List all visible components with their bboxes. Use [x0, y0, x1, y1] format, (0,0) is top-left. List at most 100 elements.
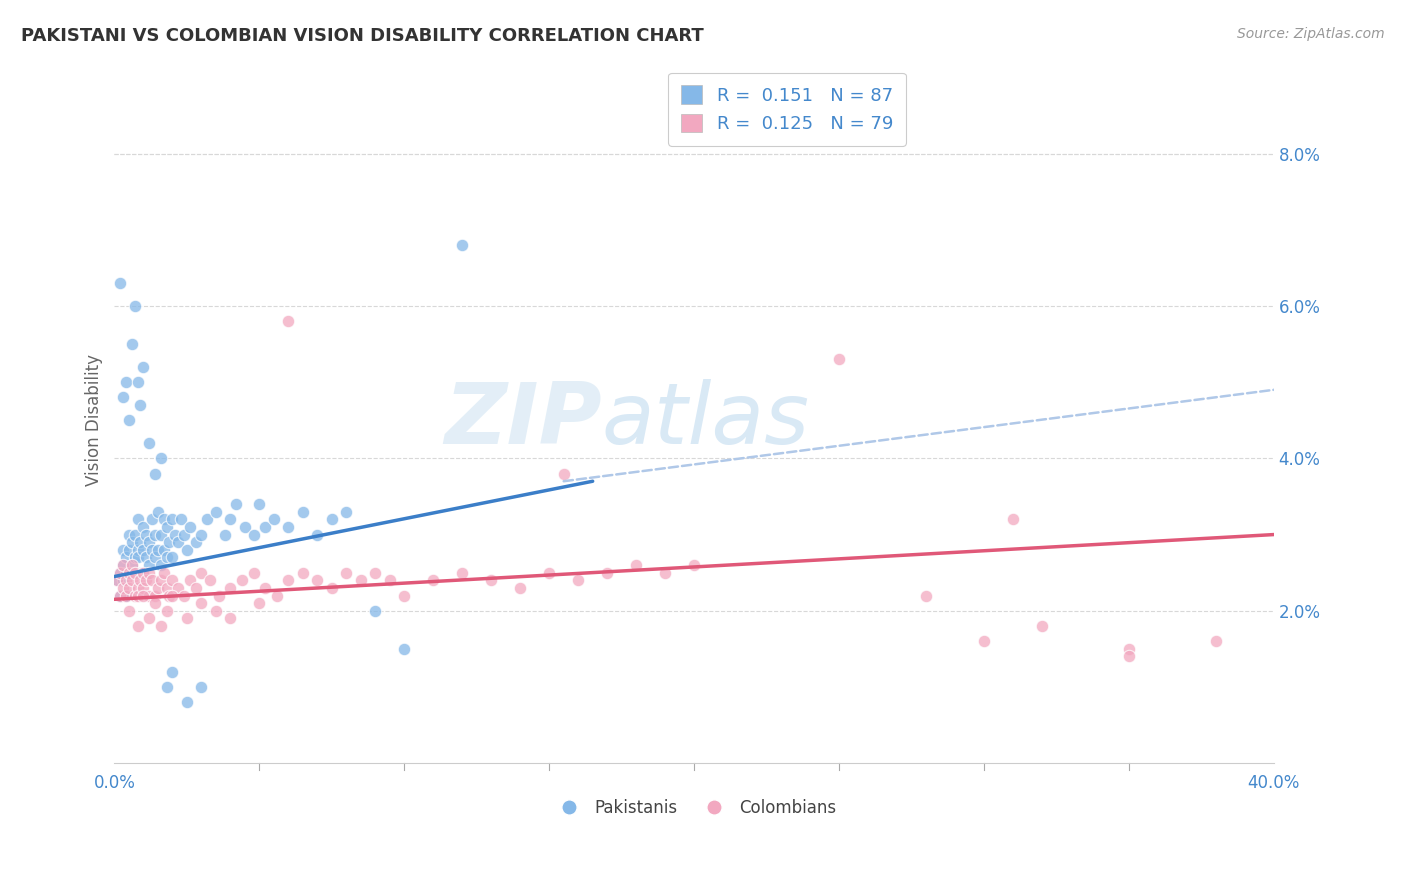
Point [108, 589, 131, 603]
Point [915, 589, 938, 603]
Point [118, 566, 141, 580]
Point [124, 566, 146, 580]
Point [173, 589, 195, 603]
Point [135, 550, 157, 565]
Point [422, 574, 444, 588]
Point [321, 512, 343, 526]
Point [143, 596, 166, 610]
Point [118, 542, 141, 557]
Point [335, 566, 357, 580]
Point [127, 619, 149, 633]
Point [509, 581, 531, 595]
Point [115, 566, 138, 580]
Point [233, 520, 256, 534]
Point [115, 375, 138, 389]
Point [307, 527, 329, 541]
Point [124, 589, 146, 603]
Point [127, 375, 149, 389]
Point [146, 542, 169, 557]
Point [176, 695, 198, 709]
Point [973, 634, 995, 648]
Point [121, 558, 143, 572]
Point [195, 512, 218, 526]
Point [112, 558, 135, 572]
Point [143, 467, 166, 481]
Point [190, 527, 212, 541]
Point [135, 574, 157, 588]
Point [277, 520, 299, 534]
Text: PAKISTANI VS COLOMBIAN VISION DISABILITY CORRELATION CHART: PAKISTANI VS COLOMBIAN VISION DISABILITY… [21, 27, 704, 45]
Point [105, 574, 128, 588]
Point [291, 566, 314, 580]
Point [254, 520, 277, 534]
Point [132, 542, 155, 557]
Point [124, 550, 146, 565]
Point [149, 451, 172, 466]
Point [138, 611, 160, 625]
Point [118, 566, 141, 580]
Point [124, 566, 146, 580]
Point [1118, 649, 1140, 664]
Point [132, 589, 155, 603]
Point [143, 589, 166, 603]
Point [242, 527, 264, 541]
Point [190, 596, 212, 610]
Point [170, 512, 193, 526]
Y-axis label: Vision Disability: Vision Disability [86, 354, 103, 486]
Point [135, 527, 157, 541]
Point [263, 512, 285, 526]
Point [307, 574, 329, 588]
Point [266, 589, 288, 603]
Point [167, 535, 190, 549]
Point [108, 276, 131, 290]
Point [152, 542, 174, 557]
Point [152, 512, 174, 526]
Point [118, 581, 141, 595]
Point [162, 550, 184, 565]
Point [167, 581, 190, 595]
Point [132, 520, 155, 534]
Point [141, 512, 163, 526]
Point [129, 535, 152, 549]
Point [115, 589, 138, 603]
Point [155, 680, 177, 694]
Point [1001, 512, 1024, 526]
Point [138, 566, 160, 580]
Point [143, 550, 166, 565]
Point [350, 574, 373, 588]
Point [108, 566, 131, 580]
Point [127, 550, 149, 565]
Point [118, 527, 141, 541]
Point [162, 589, 184, 603]
Point [277, 574, 299, 588]
Point [451, 566, 474, 580]
Point [121, 566, 143, 580]
Point [112, 542, 135, 557]
Point [364, 604, 387, 618]
Point [254, 581, 277, 595]
Point [112, 581, 135, 595]
Point [205, 604, 228, 618]
Point [149, 558, 172, 572]
Legend: Pakistanis, Colombians: Pakistanis, Colombians [546, 792, 842, 823]
Point [127, 512, 149, 526]
Point [108, 566, 131, 580]
Point [683, 558, 706, 572]
Point [121, 337, 143, 351]
Point [176, 611, 198, 625]
Point [124, 527, 146, 541]
Point [219, 512, 242, 526]
Point [141, 542, 163, 557]
Point [124, 299, 146, 313]
Point [129, 566, 152, 580]
Point [115, 574, 138, 588]
Point [121, 574, 143, 588]
Point [596, 566, 619, 580]
Point [184, 535, 207, 549]
Point [138, 535, 160, 549]
Point [127, 542, 149, 557]
Point [138, 589, 160, 603]
Point [378, 574, 401, 588]
Point [132, 566, 155, 580]
Point [162, 574, 184, 588]
